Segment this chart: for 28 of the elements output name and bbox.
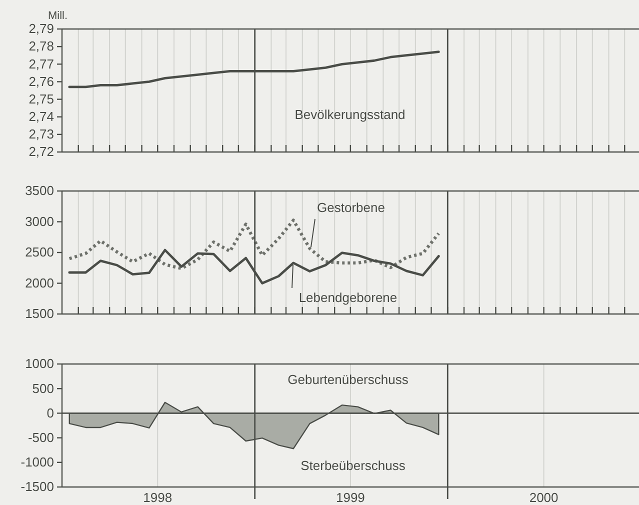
- annotation: Geburtenüberschuss: [288, 372, 409, 387]
- y-tick-label: 1500: [25, 306, 54, 322]
- y-tick-label: 2500: [25, 244, 54, 260]
- y-tick-label: 500: [32, 380, 54, 396]
- y-tick-label: -1000: [20, 454, 54, 470]
- y-tick-label: 2,77: [28, 56, 54, 72]
- y-tick-label: 2,76: [28, 74, 54, 89]
- y-tick-label: 2,74: [28, 109, 54, 124]
- y-tick-label: 2,79: [28, 21, 54, 36]
- y-tick-label: 3000: [25, 214, 54, 229]
- x-tick-label: 1999: [336, 490, 365, 505]
- legend-label: Lebendgeborene: [298, 290, 398, 305]
- y-tick-label: 2,75: [28, 91, 54, 106]
- y-tick-label: 0: [46, 405, 54, 420]
- y-tick-label: 2,73: [28, 126, 54, 142]
- y-tick-label: -1500: [20, 479, 54, 494]
- y-tick-label: 2,72: [28, 144, 54, 160]
- text: Bevölkerungsstand: [294, 107, 406, 122]
- y-tick-label: 2,78: [28, 38, 54, 54]
- x-tick-label: 1998: [143, 490, 172, 505]
- annotation: Sterbeüberschuss: [300, 458, 406, 473]
- y-axis-title: Mill.: [48, 10, 68, 22]
- x-tick-label: 2000: [529, 490, 558, 505]
- y-tick-label: 1000: [25, 356, 54, 372]
- y-tick-label: 2000: [25, 275, 54, 290]
- y-tick-label: -500: [28, 430, 54, 445]
- series-label: Gestorbene: [317, 200, 385, 215]
- y-tick-label: 3500: [25, 183, 54, 198]
